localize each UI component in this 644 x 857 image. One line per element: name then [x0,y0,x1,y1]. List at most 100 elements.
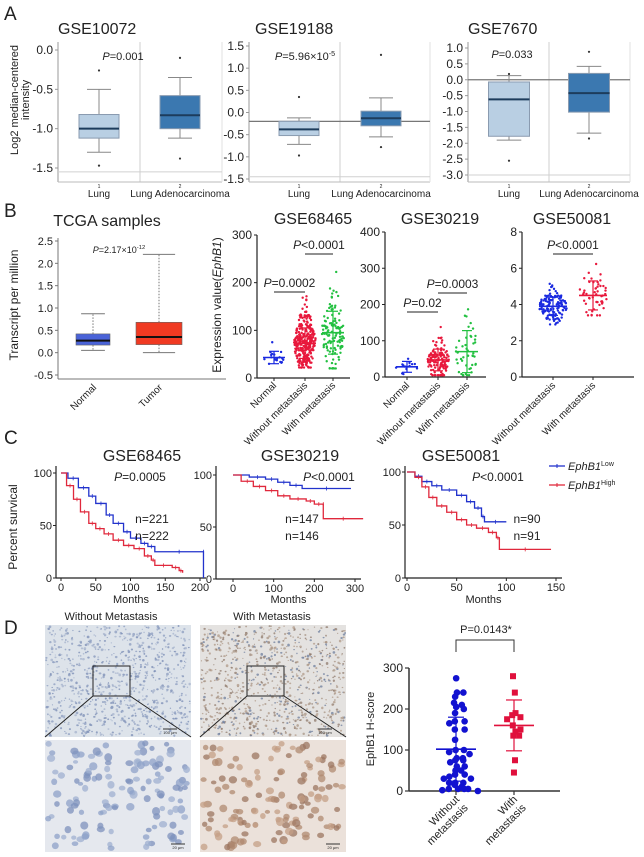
cell-nucleus [181,630,185,634]
cell-nucleus [227,698,229,700]
cell-nucleus [305,687,308,689]
cell-nucleus [278,631,281,633]
cell-nucleus [299,709,303,711]
cell-nucleus [272,731,275,734]
cell-nucleus [250,670,253,673]
cell-nucleus [139,672,141,674]
chart-title: GSE68465 [103,448,181,465]
cell-nucleus [158,732,162,735]
cell-nucleus [331,696,334,699]
cell-nucleus [309,698,311,700]
cell-nucleus [219,707,223,710]
cell-nucleus [202,718,204,720]
cell-nucleus [208,632,212,635]
cell-nucleus [222,720,225,724]
cell-nucleus [304,715,306,717]
cell-nucleus [94,678,98,681]
data-point [442,367,445,370]
cell-nucleus [87,728,89,730]
cell-nucleus [249,688,251,690]
cell-nucleus [293,645,296,648]
cell-nucleus [202,638,205,641]
cell-nucleus [256,727,259,730]
cell-nucleus [156,658,160,661]
cell-nucleus [214,786,222,794]
cell-nucleus [90,630,92,633]
cell-nucleus [55,660,59,663]
p-value-label: P=5.96×10-5 [275,50,335,63]
cell-nucleus [74,730,78,734]
y-tick-label: -0.5 [32,82,53,96]
cell-nucleus [99,719,102,722]
cell-nucleus [178,695,181,697]
cell-nucleus [96,826,105,833]
cell-nucleus [312,692,315,695]
box [488,81,530,137]
cell-nucleus [250,684,253,687]
p-value: =0.0005 [122,470,166,484]
cell-nucleus [298,670,301,672]
cell-nucleus [170,676,173,679]
cell-nucleus [174,634,177,637]
cell-nucleus [170,721,173,724]
cell-nucleus [83,722,87,725]
cell-nucleus [330,719,334,722]
data-point [605,297,608,301]
cell-nucleus [338,784,346,790]
cell-nucleus [177,636,179,638]
cell-nucleus [98,672,102,675]
cell-nucleus [232,632,234,634]
cell-nucleus [300,675,303,677]
cell-nucleus [111,720,113,722]
data-point [446,773,453,780]
cell-nucleus [252,823,258,828]
data-point [331,292,334,295]
data-point [330,340,333,343]
cell-nucleus [236,673,239,675]
cell-nucleus [276,648,279,650]
cell-nucleus [50,720,53,723]
cell-nucleus [284,708,288,711]
cell-nucleus [316,702,319,705]
cell-nucleus [71,703,73,706]
cell-nucleus [283,625,285,627]
cell-nucleus [114,672,117,674]
cell-nucleus [331,644,333,647]
data-point [473,338,477,341]
cell-nucleus [157,655,161,659]
cell-nucleus [324,725,327,728]
cell-nucleus [274,809,281,815]
data-point [301,346,304,350]
cell-nucleus [160,652,164,655]
y-tick-label: 100 [360,334,380,348]
cell-nucleus [118,706,121,709]
cell-nucleus [319,676,323,680]
cell-nucleus [143,684,145,687]
cell-nucleus [113,645,116,648]
cell-nucleus [321,665,324,667]
data-point [303,303,307,306]
data-point [461,373,465,377]
cell-nucleus [151,824,158,830]
cell-nucleus [145,778,152,785]
cell-nucleus [111,805,119,811]
cell-nucleus [136,675,140,678]
data-point [340,337,343,341]
cell-nucleus [66,654,68,656]
cell-nucleus [255,683,258,686]
cell-nucleus [173,734,176,737]
cell-nucleus [78,651,81,654]
x-axis-label: Months [465,594,502,606]
cell-nucleus [256,663,259,666]
p-symbol: P [491,49,499,61]
outlier-point [297,154,301,157]
n-label: n=221 [135,512,169,526]
cell-nucleus [313,682,316,684]
cell-nucleus [74,714,77,717]
cell-nucleus [165,700,169,703]
cell-nucleus [280,651,283,654]
cell-nucleus [279,680,283,683]
data-point [301,336,305,339]
cell-nucleus [49,734,51,737]
cell-nucleus [131,649,133,651]
